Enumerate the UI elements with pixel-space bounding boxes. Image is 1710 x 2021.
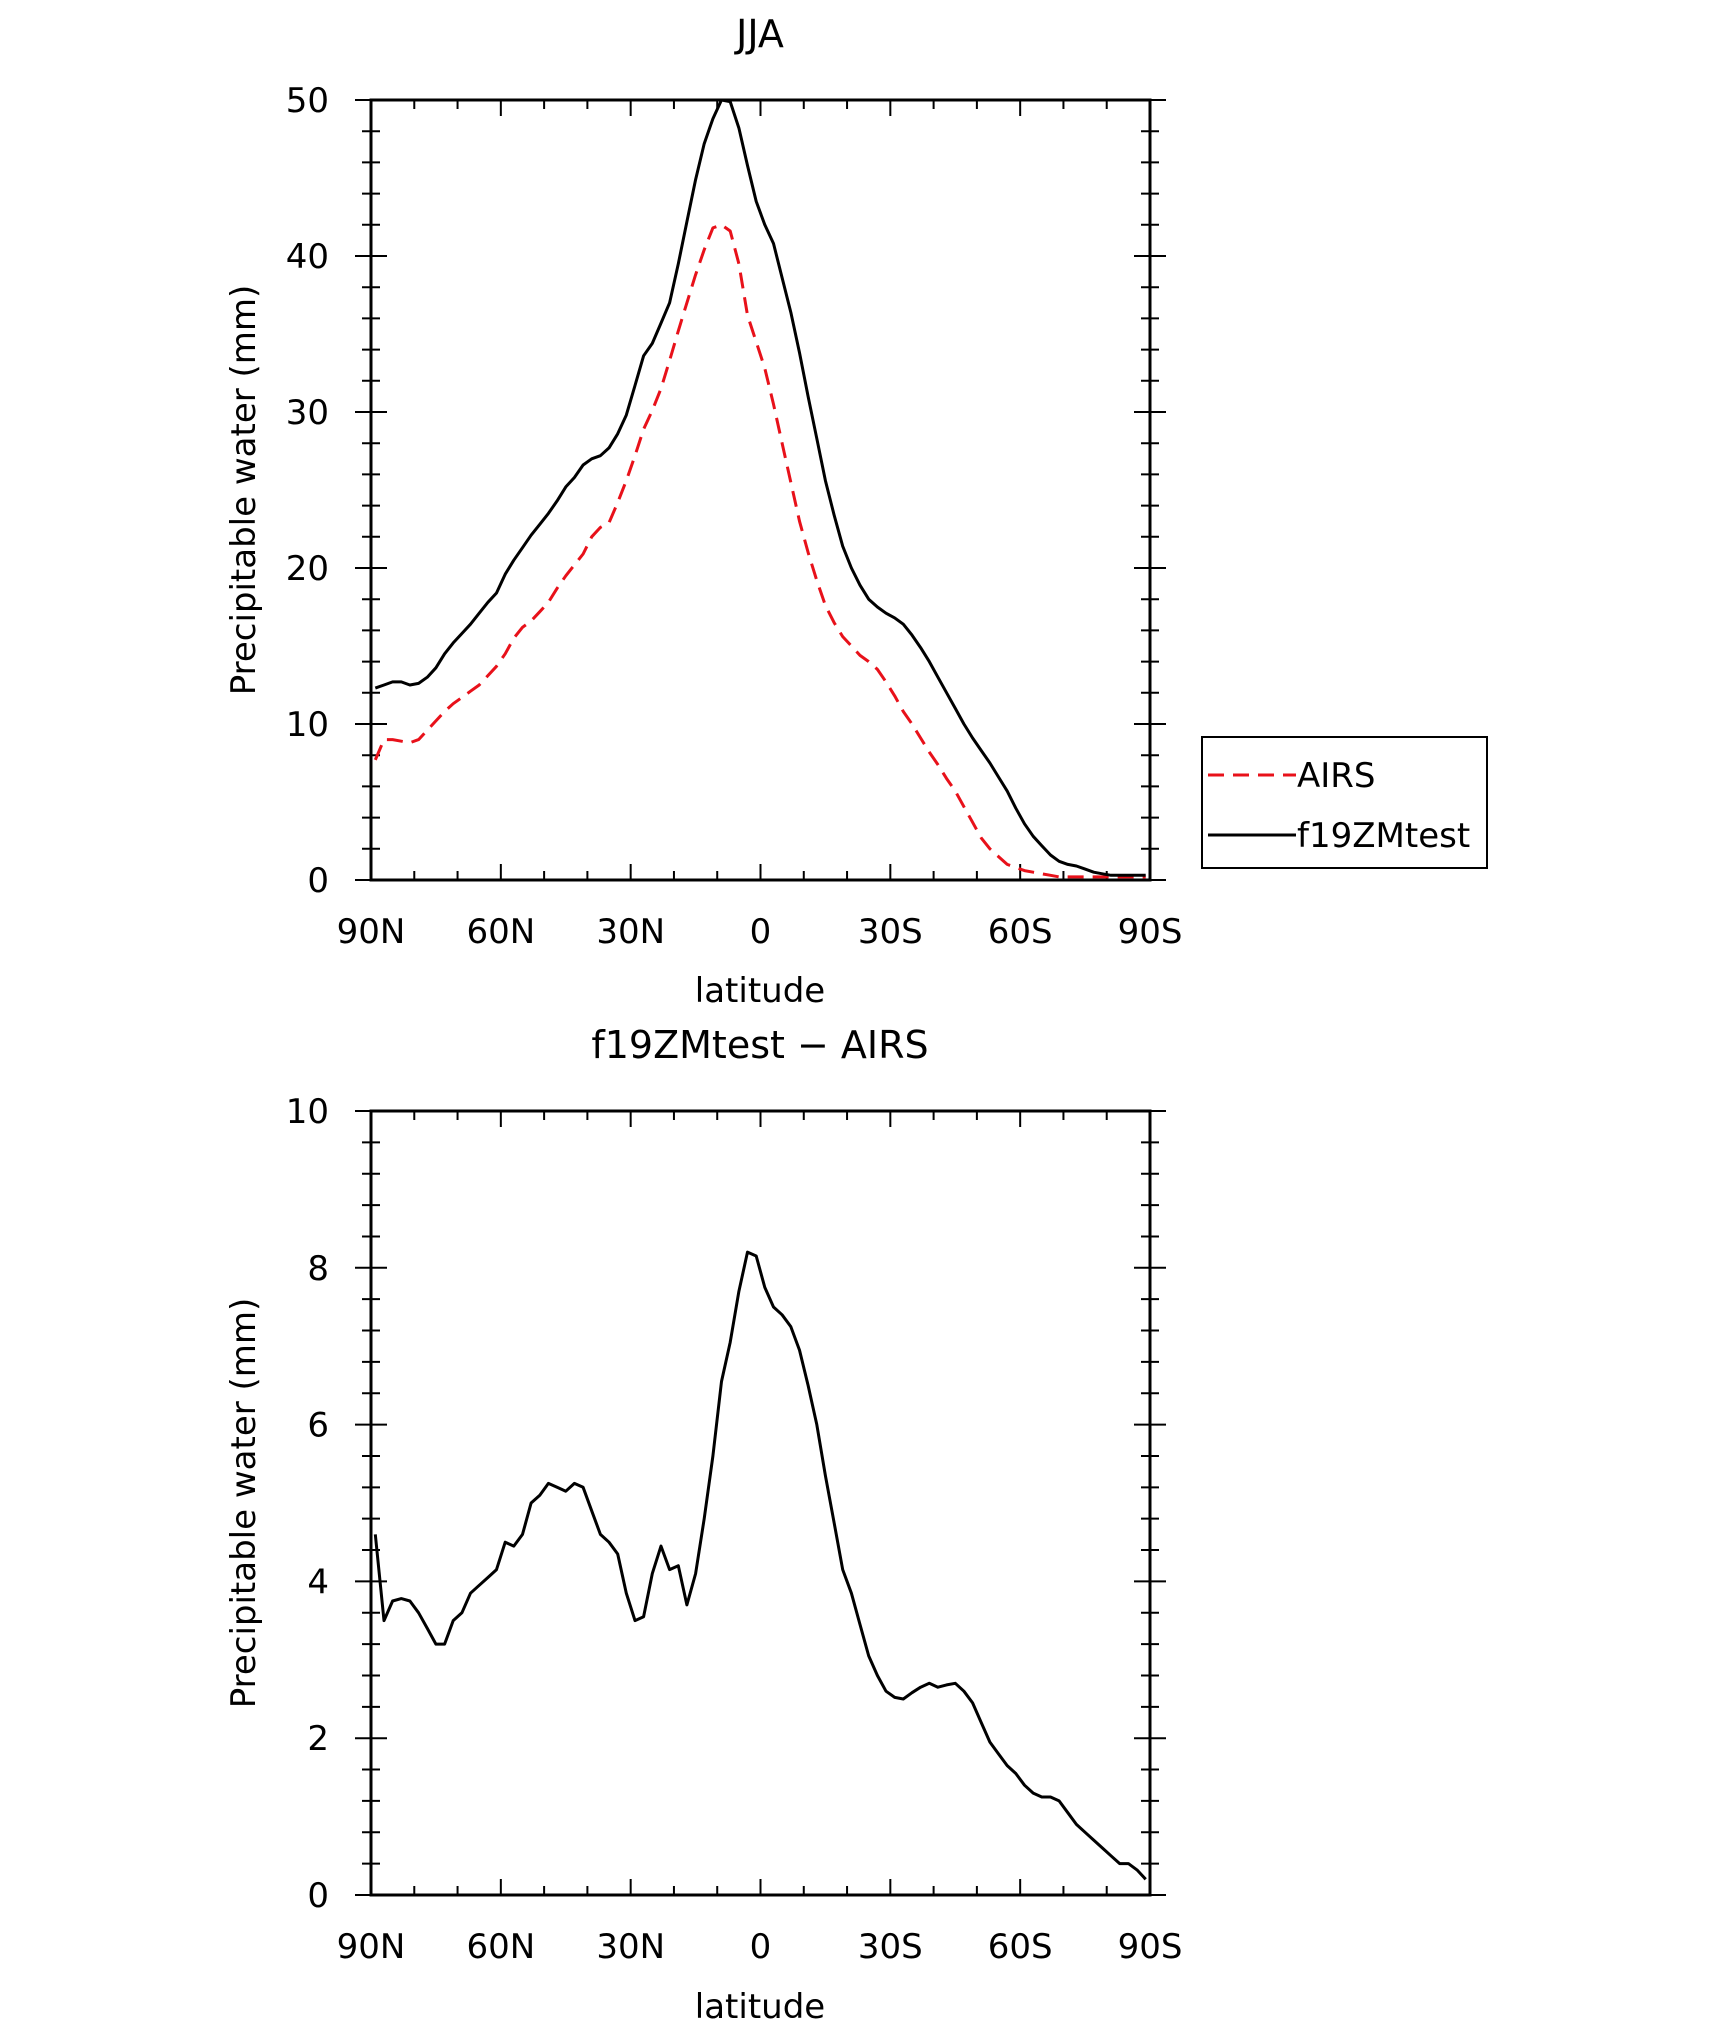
top-chart-series	[373, 98, 1146, 879]
bottom-chart-y-axis-title: Precipitable water (mm)	[224, 1298, 264, 1709]
x-tick-label: 60N	[466, 912, 535, 952]
x-tick-label: 90S	[1118, 912, 1183, 952]
y-tick-label: 10	[286, 705, 329, 745]
legend-label-f19zmtest: f19ZMtest	[1297, 816, 1470, 856]
top-chart-title: JJA	[734, 12, 784, 56]
x-tick-label: 90N	[337, 1927, 406, 1967]
legend: AIRS f19ZMtest	[1201, 736, 1488, 869]
top-chart-x-axis-title: latitude	[695, 971, 825, 1011]
bottom-chart-y-tick-labels: 0 2 4 6 8 10	[286, 1092, 329, 1916]
y-tick-label: 10	[286, 1092, 329, 1132]
x-tick-label: 60S	[988, 1927, 1053, 1967]
series-line-f19zmtest-airs	[373, 1250, 1147, 1881]
top-chart-y-axis-title: Precipitable water (mm)	[224, 285, 264, 696]
x-tick-label: 90N	[337, 912, 406, 952]
bottom-chart-x-tick-labels: 90N 60N 30N 0 30S 60S 90S	[337, 1927, 1183, 1967]
x-tick-label: 60S	[988, 912, 1053, 952]
y-tick-label: 20	[286, 549, 329, 589]
legend-label-airs: AIRS	[1297, 756, 1376, 796]
x-tick-label: 90S	[1118, 1927, 1183, 1967]
y-tick-label: 8	[307, 1249, 329, 1289]
y-tick-label: 4	[307, 1562, 329, 1602]
bottom-chart-title: f19ZMtest − AIRS	[591, 1023, 928, 1067]
top-chart-x-tick-labels: 90N 60N 30N 0 30S 60S 90S	[337, 912, 1183, 952]
y-tick-label: 0	[307, 1876, 329, 1916]
series-line-airs	[373, 223, 1146, 879]
y-tick-label: 40	[286, 237, 329, 277]
bottom-chart-ticks	[355, 1110, 1166, 1896]
bottom-chart-x-axis-title: latitude	[695, 1987, 825, 2021]
x-tick-label: 30N	[596, 1927, 665, 1967]
y-tick-label: 50	[286, 81, 329, 121]
y-tick-label: 0	[307, 861, 329, 901]
bottom-chart-frame	[369, 1109, 1152, 1897]
bottom-chart-panel: f19ZMtest − AIRS 90N 60N 30N 0 30S 60S 90S 0 2 4…	[224, 1023, 1182, 2021]
x-tick-label: 30N	[596, 912, 665, 952]
top-chart-panel: JJA 90N 60N 30N 0 30S 60S 90S 0 10 20 30 40 50 lati…	[224, 12, 1182, 1011]
y-tick-label: 30	[286, 393, 329, 433]
x-tick-label: 30S	[858, 912, 923, 952]
x-tick-label: 30S	[858, 1927, 923, 1967]
y-tick-label: 2	[307, 1719, 329, 1759]
series-line-f19zmtest	[374, 98, 1146, 877]
x-tick-label: 0	[750, 912, 772, 952]
bottom-chart-series	[373, 1250, 1147, 1881]
top-chart-frame	[369, 98, 1152, 882]
y-tick-label: 6	[307, 1406, 329, 1446]
x-tick-label: 60N	[466, 1927, 535, 1967]
x-tick-label: 0	[750, 1927, 772, 1967]
legend-box	[1201, 736, 1488, 869]
top-chart-y-tick-labels: 0 10 20 30 40 50	[286, 81, 329, 901]
